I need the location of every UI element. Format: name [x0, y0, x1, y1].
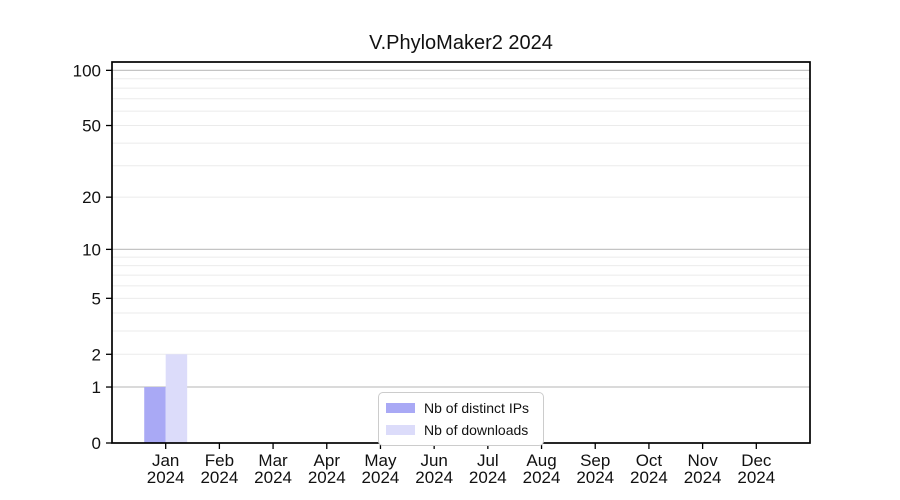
x-tick-label: May 2024	[362, 451, 400, 487]
x-tick-label: Feb 2024	[200, 451, 238, 487]
y-tick-label: 2	[92, 345, 101, 364]
y-tick-label: 10	[82, 240, 101, 259]
legend-swatch-distinct-ips	[386, 402, 415, 413]
chart-title: V.PhyloMaker2 2024	[369, 32, 553, 54]
x-tick-label: Aug 2024	[523, 451, 561, 487]
x-tick-label: Jun 2024	[415, 451, 453, 487]
x-tick-label: Jan 2024	[147, 451, 185, 487]
bar-nb-of-distinct-ips-jan	[144, 387, 166, 443]
y-tick-label: 5	[92, 289, 101, 308]
x-tick-label: Dec 2024	[737, 451, 775, 487]
legend-item-downloads: Nb of downloads	[386, 420, 535, 439]
legend-label-downloads: Nb of downloads	[424, 421, 529, 438]
bar-nb-of-downloads-jan	[165, 354, 188, 443]
legend: Nb of distinct IPs Nb of downloads	[378, 392, 544, 446]
y-tick-label: 20	[82, 188, 101, 207]
x-tick-label: Jul 2024	[469, 451, 507, 487]
x-tick-label: Mar 2024	[254, 451, 292, 487]
y-tick-label: 50	[82, 117, 101, 136]
y-tick-label: 100	[73, 61, 101, 80]
plot-box	[111, 61, 811, 444]
legend-label-distinct-ips: Nb of distinct IPs	[424, 399, 530, 416]
x-tick-label: Apr 2024	[308, 451, 346, 487]
x-tick-label: Nov 2024	[684, 451, 722, 487]
y-tick-label: 1	[92, 378, 101, 397]
x-tick-label: Sep 2024	[576, 451, 614, 487]
x-tick-label: Oct 2024	[630, 451, 668, 487]
y-tick-label: 0	[92, 434, 101, 453]
legend-swatch-downloads	[386, 424, 415, 435]
legend-item-distinct-ips: Nb of distinct IPs	[386, 398, 535, 417]
